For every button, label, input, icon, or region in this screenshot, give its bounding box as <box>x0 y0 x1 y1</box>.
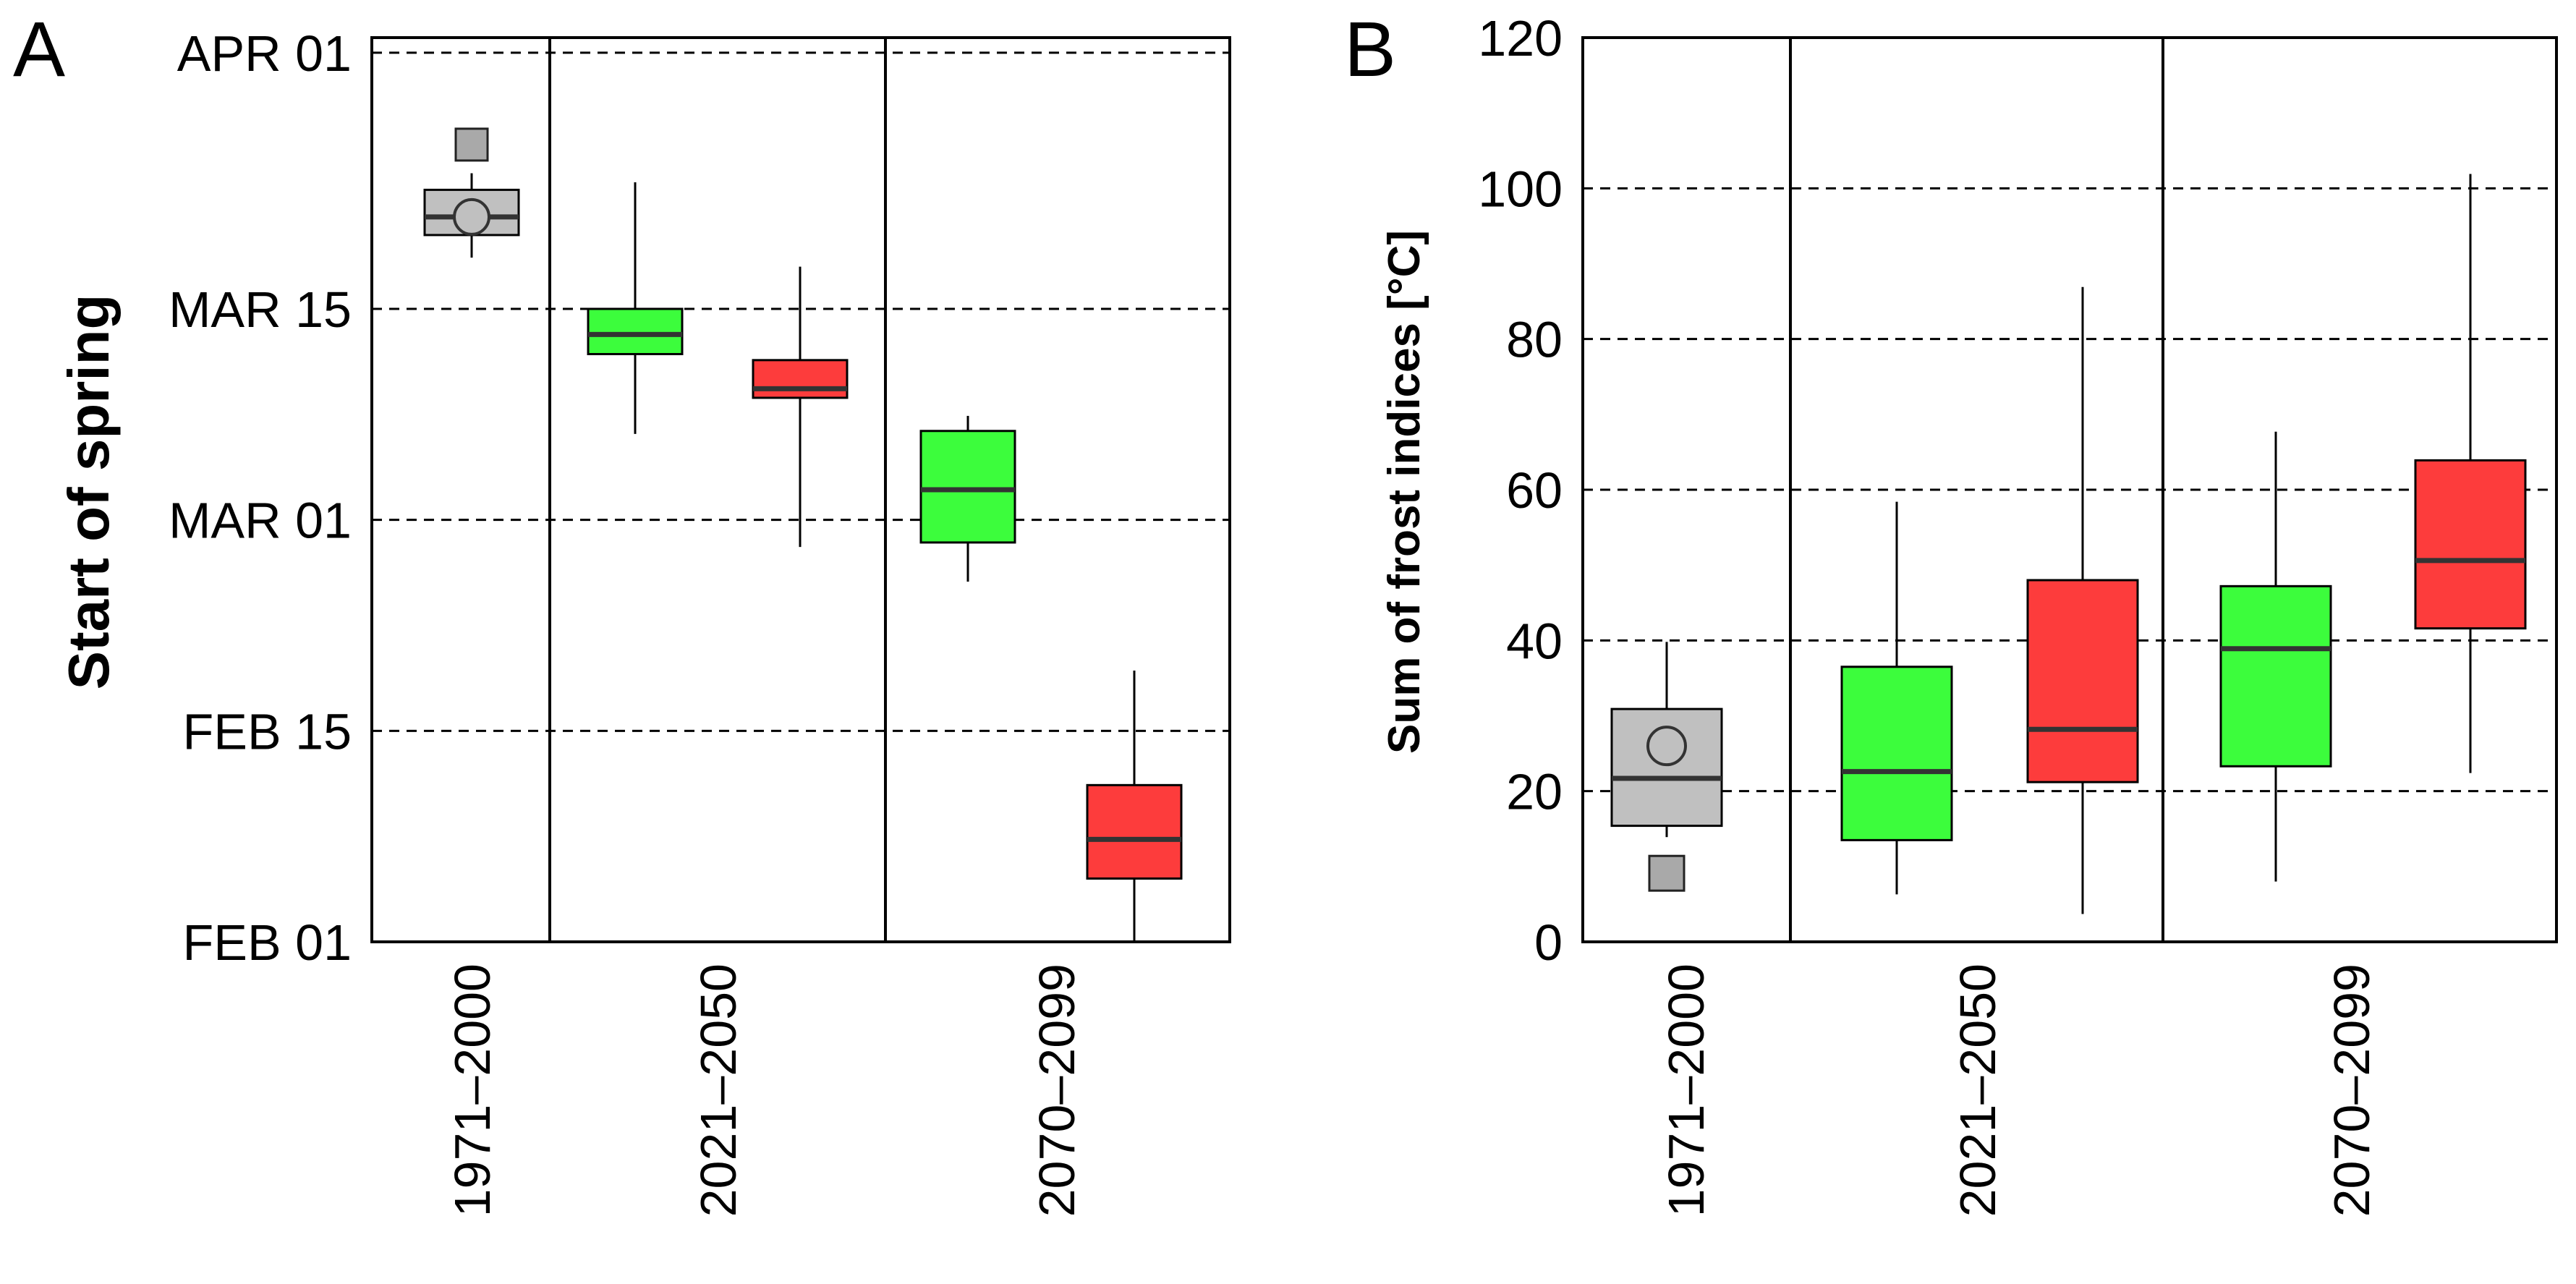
box-2070–2099-scenario_green <box>2219 431 2332 882</box>
box-iqr <box>2219 584 2332 768</box>
panel-b-y-axis-title: Sum of frost indices [°C] <box>1380 230 1429 754</box>
panel-b-frost-indices: B Sum of frost indices [°C] 0 20 40 60 80 100… <box>1344 5 2558 1217</box>
y-tick-label: 100 <box>1478 161 1563 217</box>
observed-marker <box>1648 854 1686 892</box>
y-tick-label: APR 01 <box>177 25 352 82</box>
panel-b-plot-frame <box>1581 36 2558 943</box>
panel-a-grid <box>372 51 1230 732</box>
box-2070–2099-scenario_green <box>919 415 1016 582</box>
y-tick-label: 120 <box>1478 10 1563 67</box>
panel-b-x-tick-labels: 1971–2000 2021–2050 2070–2099 <box>1658 964 2380 1217</box>
panel-b-period-dividers <box>1789 38 2164 942</box>
box-iqr <box>587 307 684 355</box>
panel-a-plot-frame <box>370 36 1231 943</box>
box-1971–2000-reference <box>423 127 520 258</box>
y-tick-label: 40 <box>1506 613 1563 669</box>
box-2021–2050-scenario_red <box>752 266 849 548</box>
x-tick-label: 2070–2099 <box>1029 964 1085 1217</box>
panel-a-label: A <box>13 5 65 93</box>
box-iqr <box>1840 666 1953 841</box>
y-tick-label: MAR 01 <box>169 493 352 549</box>
box-iqr <box>919 430 1016 544</box>
observed-marker <box>454 127 489 162</box>
y-tick-label: 20 <box>1506 764 1563 820</box>
box-2070–2099-scenario_red <box>1086 671 1183 942</box>
mean-marker <box>1646 726 1687 767</box>
box-1971–2000-reference <box>1610 642 1723 892</box>
x-tick-label: 1971–2000 <box>444 964 501 1217</box>
panel-a-x-tick-labels: 1971–2000 2021–2050 2070–2099 <box>444 964 1085 1217</box>
box-iqr <box>752 359 849 399</box>
panel-b-label: B <box>1344 5 1396 93</box>
y-tick-label: 60 <box>1506 462 1563 519</box>
y-tick-label: 80 <box>1506 312 1563 368</box>
box-2021–2050-scenario_red <box>2026 286 2139 914</box>
panel-a-start-of-spring: A Start of spring FEB 01 FEB 15 MAR 01 MAR … <box>13 5 1231 1217</box>
panel-a-boxes <box>423 127 1183 942</box>
panel-b-boxes <box>1610 174 2527 914</box>
box-iqr <box>1086 783 1183 880</box>
y-tick-label: 0 <box>1534 914 1563 971</box>
y-tick-label: MAR 15 <box>169 281 352 338</box>
panel-b-y-tick-labels: 0 20 40 60 80 100 120 <box>1478 10 1563 971</box>
box-2070–2099-scenario_red <box>2414 174 2527 773</box>
panel-a-period-dividers <box>548 38 887 942</box>
box-iqr <box>2414 459 2527 630</box>
x-tick-label: 2021–2050 <box>690 964 747 1217</box>
box-2021–2050-scenario_green <box>1840 501 1953 895</box>
box-2021–2050-scenario_green <box>587 182 684 434</box>
panel-a-y-tick-labels: FEB 01 FEB 15 MAR 01 MAR 15 APR 01 <box>169 25 352 971</box>
x-tick-label: 2070–2099 <box>2324 964 2380 1217</box>
y-tick-label: FEB 15 <box>183 703 352 760</box>
y-tick-label: FEB 01 <box>183 914 352 971</box>
box-iqr <box>2026 579 2139 783</box>
x-tick-label: 1971–2000 <box>1658 964 1714 1217</box>
mean-marker <box>453 197 490 236</box>
panel-a-y-axis-title: Start of spring <box>56 294 121 690</box>
x-tick-label: 2021–2050 <box>1950 964 2006 1217</box>
